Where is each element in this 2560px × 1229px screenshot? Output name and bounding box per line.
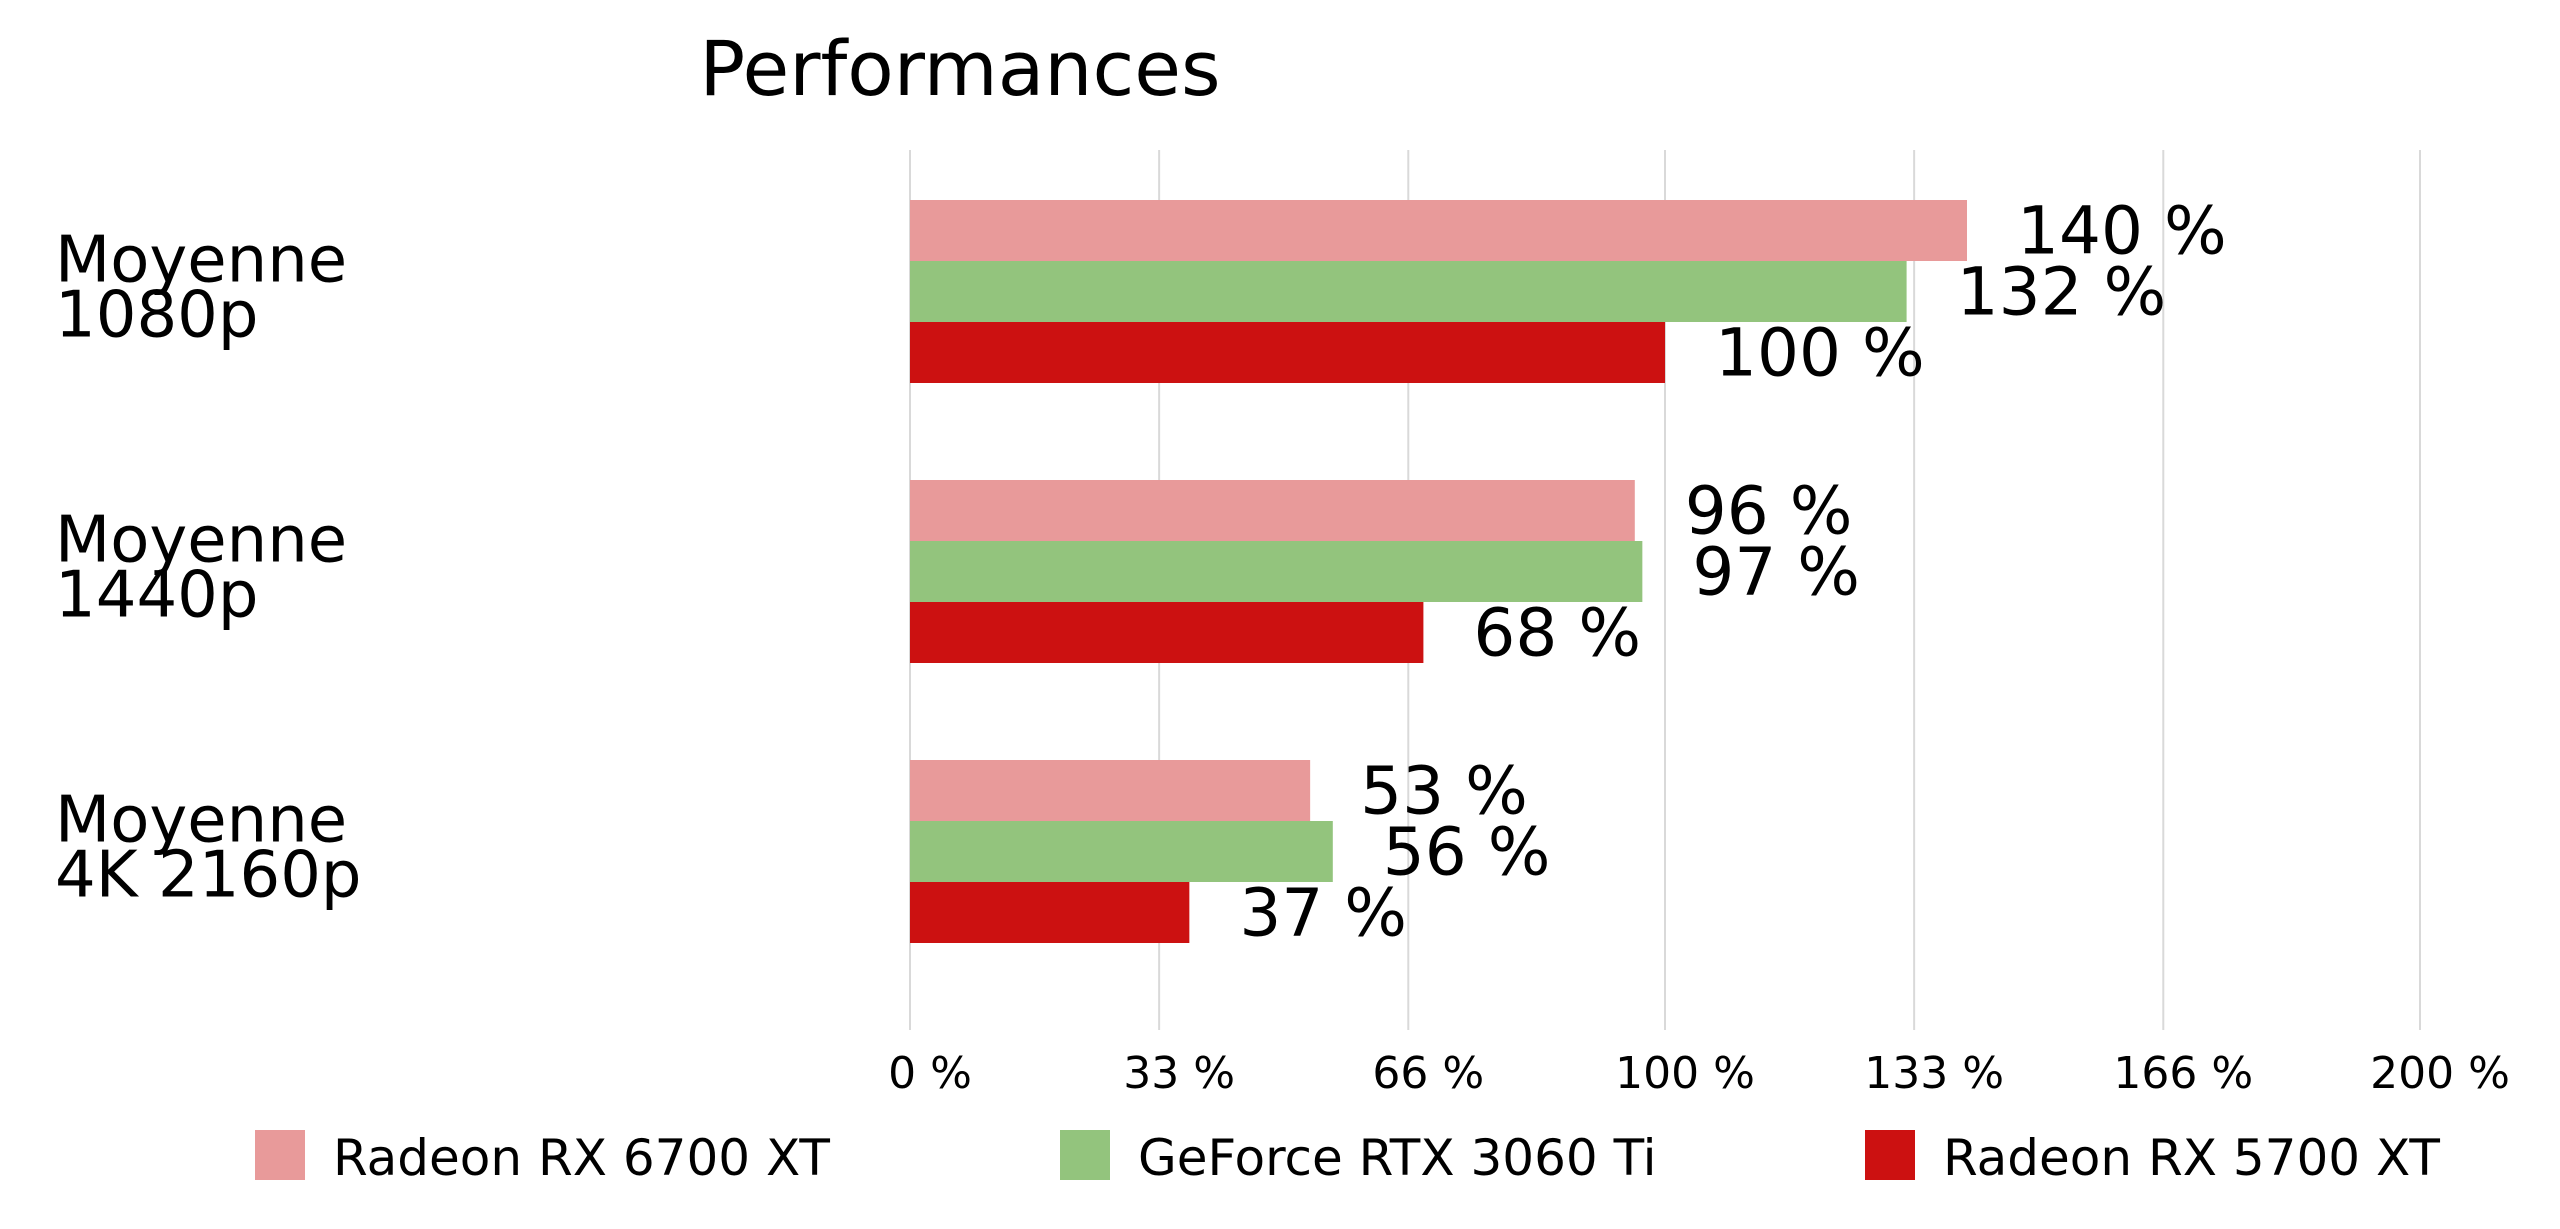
bar-value-label: 56 % xyxy=(1383,814,1551,891)
legend: Radeon RX 6700 XT GeForce RTX 3060 Ti Rade… xyxy=(255,1129,2440,1187)
bar-0-2 xyxy=(910,322,1665,383)
bar-value-label: 37 % xyxy=(1239,875,1407,952)
x-tick-label: 33 % xyxy=(1123,1048,1235,1099)
bar-value-label: 97 % xyxy=(1692,534,1860,611)
bar-value-label: 68 % xyxy=(1473,595,1641,672)
legend-label-2: Radeon RX 5700 XT xyxy=(1943,1129,2440,1187)
x-tick-label: 166 % xyxy=(2113,1048,2253,1099)
category-label: Moyenne 1440p xyxy=(55,504,347,633)
bar-2-1 xyxy=(910,821,1333,882)
x-tick-label: 0 % xyxy=(888,1048,972,1099)
bar-2-0 xyxy=(910,760,1311,821)
bar-value-label: 132 % xyxy=(1957,254,2167,331)
x-axis-tick-labels: 0 % 33 % 66 % 100 % 133 % 166 % 200 % xyxy=(888,1048,2510,1099)
bar-value-label: 100 % xyxy=(1715,315,1925,392)
category-label-line: 1080p xyxy=(55,279,259,353)
data-labels: 140 %132 % 100 % 96 %97 % 68 % 53 %56 %37 % xyxy=(1239,193,2226,952)
category-label: Moyenne 1080p xyxy=(55,224,347,353)
legend-swatch-0 xyxy=(255,1130,305,1180)
category-label-line: 1440p xyxy=(55,559,259,633)
category-label-line: Moyenne xyxy=(55,224,347,298)
bar-0-0 xyxy=(910,200,1967,261)
bar-value-label: 96 % xyxy=(1685,473,1853,550)
x-tick-label: 100 % xyxy=(1615,1048,1755,1099)
legend-label-0: Radeon RX 6700 XT xyxy=(333,1129,830,1187)
bar-value-label: 53 % xyxy=(1360,753,1528,830)
legend-swatch-2 xyxy=(1865,1130,1915,1180)
bar-series xyxy=(910,200,1967,943)
bar-2-2 xyxy=(910,882,1190,943)
bar-1-1 xyxy=(910,541,1643,602)
category-label-line: Moyenne xyxy=(55,784,347,858)
legend-label-1: GeForce RTX 3060 Ti xyxy=(1138,1129,1657,1187)
bar-1-2 xyxy=(910,602,1424,663)
legend-swatch-1 xyxy=(1060,1130,1110,1180)
bar-value-label: 140 % xyxy=(2017,193,2227,270)
x-tick-label: 66 % xyxy=(1372,1048,1484,1099)
category-label-line: 4K 2160p xyxy=(55,839,362,913)
x-tick-label: 200 % xyxy=(2370,1048,2510,1099)
bar-0-1 xyxy=(910,261,1907,322)
bar-1-0 xyxy=(910,480,1635,541)
category-label: Moyenne 4K 2160p xyxy=(55,784,362,913)
x-tick-label: 133 % xyxy=(1864,1048,2004,1099)
category-label-line: Moyenne xyxy=(55,504,347,578)
chart-title: Performances xyxy=(699,24,1220,113)
